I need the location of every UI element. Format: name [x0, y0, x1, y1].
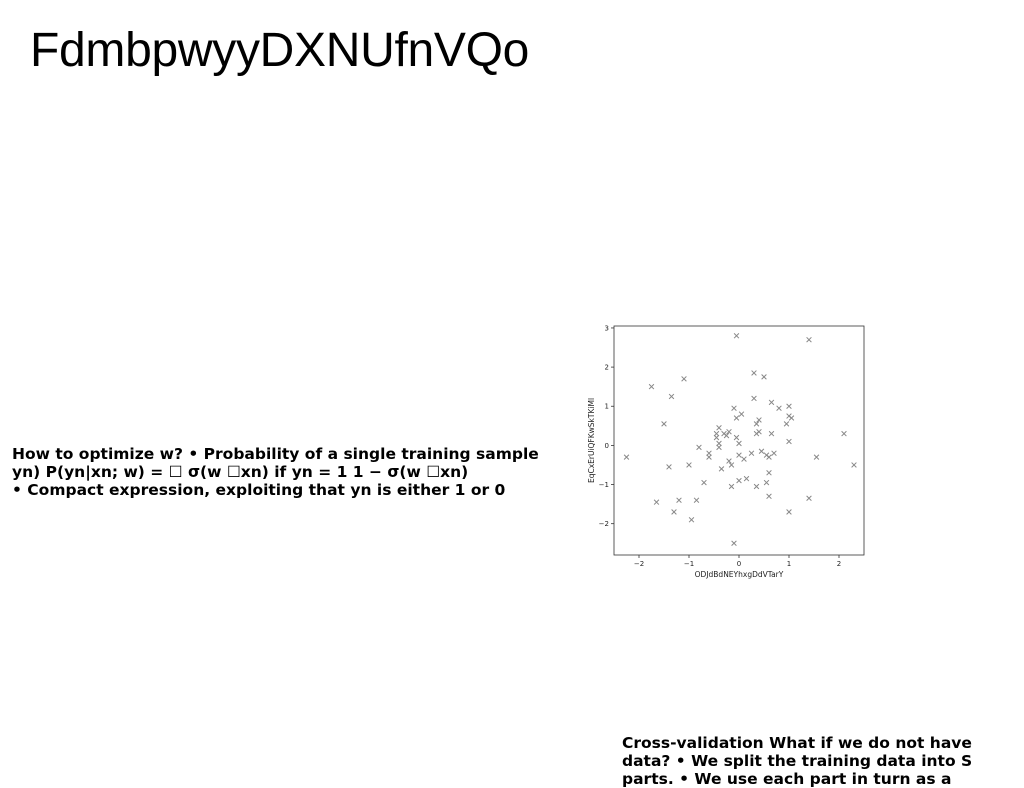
scatter-point [756, 417, 762, 423]
x-tick-label: 2 [837, 560, 841, 568]
y-axis-ticks: −2 −1 0 1 2 3 [599, 324, 614, 528]
plot-frame [613, 325, 865, 556]
page-title: FdmbpwyyDXNUfnVQo [30, 24, 530, 77]
scatter-point [753, 483, 760, 490]
scatter-point [716, 425, 722, 431]
scatter-point [751, 395, 757, 402]
scatter-point [661, 421, 667, 427]
cross-validation-text: Cross-validation What if we do not have … [622, 734, 973, 788]
x-axis-label: ODJdBdNEYhxgDdVTarY [695, 570, 784, 579]
scatter-point [706, 450, 712, 456]
scatter-point [753, 421, 760, 427]
y-tick-label: −1 [599, 481, 609, 489]
scatter-point [728, 462, 735, 468]
scatter-point [688, 517, 695, 523]
scatter-point [771, 450, 777, 456]
scatter-point [648, 383, 655, 390]
scatter-point [786, 403, 792, 410]
scatter-point [786, 509, 792, 515]
y-tick-label: 2 [605, 364, 609, 372]
scatter-point [696, 444, 702, 451]
scatter-point [731, 540, 737, 547]
scatter-point [748, 450, 755, 456]
scatter-point [788, 415, 795, 421]
scatter-point [741, 456, 747, 462]
scatter-point [736, 440, 742, 447]
scatter-point [666, 464, 672, 470]
scatter-point [728, 483, 735, 490]
x-axis-ticks: −2 −1 0 1 2 [634, 555, 841, 568]
scatter-point [713, 430, 720, 437]
y-axis-label: EqCxErUiQFKwSkTKiMl [587, 398, 596, 483]
scatter-point [726, 428, 732, 435]
x-tick-label: 0 [737, 560, 741, 568]
x-tick-label: −1 [684, 560, 694, 568]
scatter-point [736, 452, 742, 458]
scatter-point [733, 434, 740, 441]
scatter-point [716, 440, 722, 447]
scatter-point [806, 495, 812, 501]
scatter-points [623, 333, 857, 547]
scatter-point [761, 374, 767, 380]
scatter-point [623, 454, 630, 460]
scatter-point [756, 428, 762, 435]
x-tick-label: 1 [787, 560, 791, 568]
scatter-point [736, 477, 742, 484]
x-tick-label: −2 [634, 560, 644, 568]
scatter-point [766, 493, 772, 500]
scatter-point [716, 444, 722, 451]
scatter-point [758, 448, 765, 455]
scatter-point [763, 479, 770, 486]
y-tick-label: 0 [605, 442, 609, 450]
y-tick-label: 3 [605, 324, 609, 332]
scatter-point [738, 411, 745, 417]
scatter-point [718, 466, 725, 472]
scatter-point [653, 499, 660, 505]
scatter-point [713, 434, 720, 441]
scatter-point [776, 405, 782, 411]
scatter-point [681, 376, 687, 382]
scatter-point [766, 470, 772, 476]
scatter-point [766, 454, 772, 460]
logistic-regression-text: How to optimize w? • Probability of a si… [12, 445, 539, 499]
scatter-point [813, 454, 820, 460]
scatter-point [768, 399, 775, 406]
scatter-point [693, 497, 700, 503]
scatter-point [701, 479, 707, 486]
scatter-point [706, 454, 712, 460]
y-tick-label: −2 [599, 520, 609, 528]
scatter-point [726, 458, 732, 464]
scatter-point [733, 415, 740, 421]
scatter-point [806, 336, 812, 343]
scatter-plot: −2 −1 0 1 2 3 −2 −1 0 1 2 ODJdBdNEYhxgDdVTarY EqC… [587, 324, 865, 579]
scatter-point [723, 432, 730, 439]
scatter-point [841, 430, 847, 437]
scatter-point [768, 430, 775, 437]
scatter-point [668, 393, 675, 400]
scatter-point [676, 497, 682, 503]
scatter-point [751, 370, 757, 376]
scatter-point [783, 421, 790, 427]
scatter-point [671, 509, 677, 515]
scatter-point [731, 405, 737, 411]
y-tick-label: 1 [605, 403, 609, 411]
scatter-point [686, 462, 692, 468]
scatter-point [743, 475, 750, 482]
scatter-point [786, 438, 792, 445]
scatter-point [851, 462, 857, 468]
plot-border [613, 325, 865, 556]
scatter-point [733, 333, 740, 339]
